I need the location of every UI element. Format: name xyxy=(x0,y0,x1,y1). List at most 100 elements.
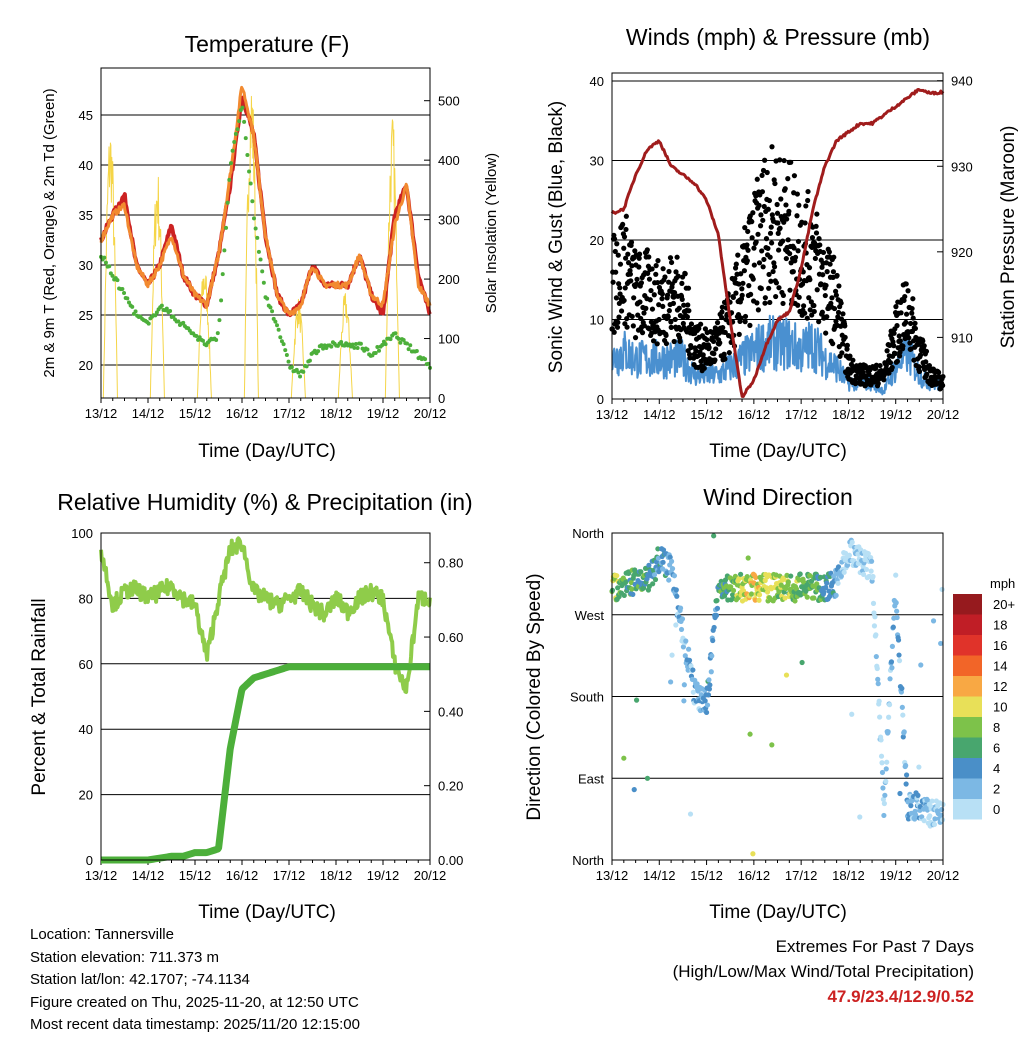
direction-point xyxy=(644,775,651,781)
humidity-xlabel: Time (Day/UTC) xyxy=(198,902,336,923)
recent-timestamp: Most recent data timestamp: 2025/11/20 1… xyxy=(30,1016,360,1033)
direction-point xyxy=(896,658,903,664)
gust-point xyxy=(887,360,894,366)
gust-point xyxy=(721,351,727,357)
x-tick-label: 16/12 xyxy=(226,868,259,883)
x-tick-label: 17/12 xyxy=(273,406,306,421)
gust-point xyxy=(833,318,839,324)
gust-point xyxy=(784,216,790,222)
gust-point xyxy=(805,197,811,204)
dewpoint-point xyxy=(383,342,388,347)
gust-point xyxy=(780,300,786,307)
gust-point xyxy=(636,251,643,257)
direction-point xyxy=(660,559,666,565)
gust-point xyxy=(883,362,889,368)
gust-point xyxy=(794,191,800,197)
gust-point xyxy=(722,329,728,336)
direction-point xyxy=(900,712,906,718)
gust-point xyxy=(722,356,728,362)
temperature-ylabel-right: Solar Insolation (Yellow) xyxy=(483,153,500,313)
temperature-xlabel: Time (Day/UTC) xyxy=(198,441,336,462)
legend-label: 14 xyxy=(993,659,1007,674)
x-tick-label: 15/12 xyxy=(690,407,723,422)
dewpoint-point xyxy=(181,320,186,325)
gust-point xyxy=(679,280,685,286)
gust-point xyxy=(635,312,641,318)
gust-point xyxy=(615,319,621,326)
dewpoint-point xyxy=(396,336,401,341)
legend-swatch xyxy=(953,758,982,779)
gust-point xyxy=(698,321,704,327)
direction-point xyxy=(879,760,885,766)
direction-point xyxy=(863,566,869,573)
gust-point xyxy=(796,202,802,208)
x-tick-label: 13/12 xyxy=(85,868,118,883)
direction-point xyxy=(883,766,889,772)
direction-point xyxy=(623,579,629,585)
dewpoint-point xyxy=(171,314,176,319)
gust-point xyxy=(628,239,635,245)
gust-point xyxy=(787,251,793,257)
dewpoint-point xyxy=(200,338,205,343)
direction-point xyxy=(668,679,674,685)
legend-label: 20+ xyxy=(993,597,1015,612)
gust-point xyxy=(624,316,630,322)
gust-point xyxy=(671,289,678,296)
gust-point xyxy=(667,255,674,261)
gust-point xyxy=(820,272,826,278)
gust-point xyxy=(617,261,624,267)
gust-point xyxy=(881,377,887,383)
x-tick-label: 18/12 xyxy=(320,406,353,421)
gust-point xyxy=(813,223,819,229)
direction-point xyxy=(899,685,905,692)
gust-point xyxy=(747,322,753,328)
gust-point xyxy=(801,303,807,309)
y-tick-label: 40 xyxy=(590,74,604,89)
humidity-ylabel: Percent & Total Rainfall xyxy=(29,598,50,795)
direction-point xyxy=(879,769,886,776)
x-tick-label: 17/12 xyxy=(273,868,306,883)
gust-point xyxy=(824,314,830,320)
direction-point xyxy=(932,816,938,822)
direction-point xyxy=(915,792,921,798)
gust-point xyxy=(833,292,839,298)
dewpoint-point xyxy=(225,200,230,205)
gust-point xyxy=(791,173,798,179)
y-right-tick-label: 0.80 xyxy=(438,556,463,571)
direction-point xyxy=(638,569,644,575)
gust-point xyxy=(924,371,930,377)
direction-point xyxy=(745,555,751,561)
plot-border xyxy=(611,72,944,400)
gust-point xyxy=(673,269,679,275)
gust-point xyxy=(785,176,791,182)
direction-point xyxy=(666,577,672,583)
gust-point xyxy=(753,239,759,245)
gust-point xyxy=(620,221,626,228)
direction-point xyxy=(938,812,944,818)
gust-point xyxy=(757,223,764,229)
direction-point xyxy=(930,618,937,624)
temperature-9m-line xyxy=(99,85,432,317)
gust-point xyxy=(756,260,763,266)
x-tick-label: 14/12 xyxy=(643,407,676,422)
gust-point xyxy=(663,340,670,347)
y-right-tick-label: 930 xyxy=(951,159,973,174)
dewpoint-point xyxy=(373,351,378,356)
gust-point xyxy=(891,330,897,336)
gust-point xyxy=(769,212,775,218)
y-tick-label: 80 xyxy=(79,591,93,606)
gust-point xyxy=(621,234,628,240)
gust-point xyxy=(719,309,725,315)
gust-point xyxy=(649,266,655,272)
gust-point xyxy=(706,344,712,351)
gust-point xyxy=(736,281,742,287)
direction-point xyxy=(897,790,903,797)
gust-point xyxy=(816,319,822,325)
direction-point xyxy=(673,587,679,593)
gust-point xyxy=(887,342,893,348)
gust-point xyxy=(748,291,754,298)
gust-point xyxy=(830,341,836,347)
x-tick-label: 19/12 xyxy=(879,407,912,422)
solar-insolation-line xyxy=(102,142,118,399)
direction-point xyxy=(702,698,708,704)
